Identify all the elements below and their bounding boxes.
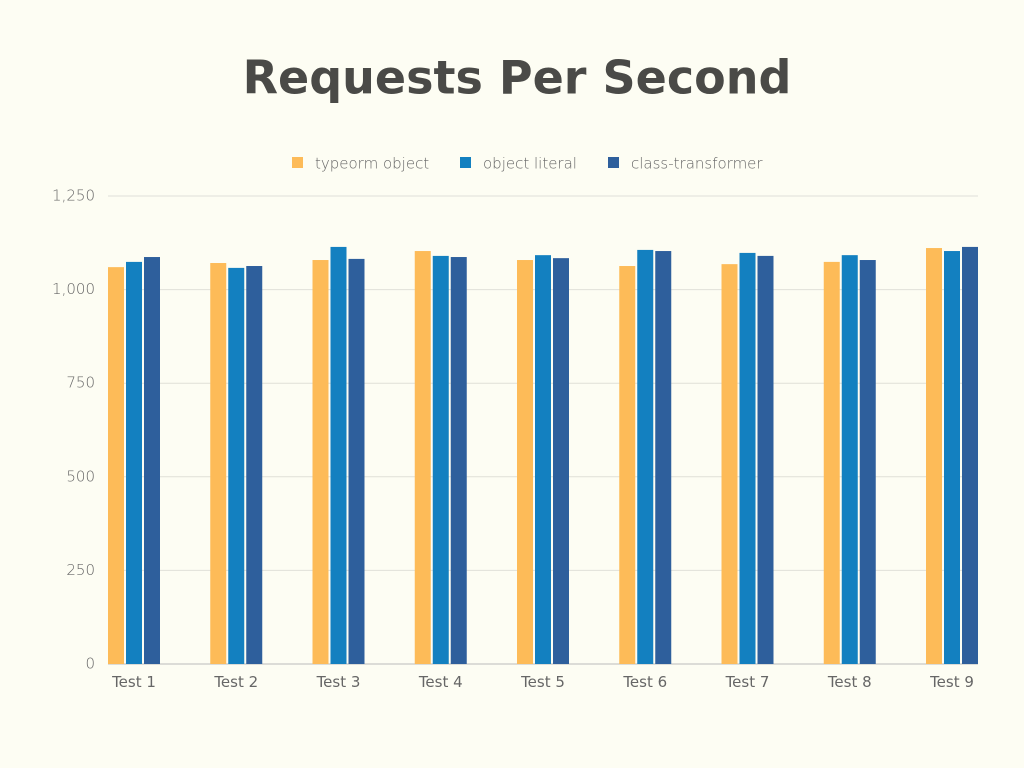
y-tick-label: 750 bbox=[66, 374, 95, 392]
chart-title: Requests Per Second bbox=[243, 51, 792, 105]
bar bbox=[859, 260, 876, 664]
bar bbox=[330, 246, 347, 664]
bar bbox=[823, 261, 840, 664]
bar bbox=[517, 260, 533, 664]
bar bbox=[926, 248, 942, 664]
x-tick-label: Test 4 bbox=[418, 673, 463, 691]
legend-label: object literal bbox=[483, 155, 577, 173]
legend-label: class-transformer bbox=[631, 155, 763, 173]
bar bbox=[210, 263, 227, 664]
bar bbox=[312, 260, 329, 664]
x-tick-label: Test 3 bbox=[316, 673, 361, 691]
bar bbox=[228, 267, 245, 664]
x-tick-label: Test 2 bbox=[214, 673, 259, 691]
bar bbox=[108, 267, 124, 664]
bar bbox=[348, 258, 365, 664]
y-tick-label: 0 bbox=[85, 655, 95, 673]
bar bbox=[535, 255, 551, 664]
legend-marker bbox=[608, 157, 619, 168]
x-tick-label: Test 5 bbox=[521, 673, 565, 691]
bar bbox=[414, 251, 431, 664]
bar bbox=[553, 258, 569, 664]
x-tick-label: Test 6 bbox=[623, 673, 668, 691]
bar bbox=[619, 266, 636, 664]
bar bbox=[944, 251, 960, 664]
bar bbox=[144, 257, 160, 664]
x-tick-label: Test 1 bbox=[112, 673, 156, 691]
bar bbox=[450, 257, 467, 664]
y-tick-label: 250 bbox=[66, 561, 95, 579]
legend-label: typeorm object bbox=[315, 155, 429, 173]
bar bbox=[962, 246, 978, 664]
x-tick-label: Test 9 bbox=[930, 673, 974, 691]
bar bbox=[757, 255, 774, 665]
bar bbox=[432, 255, 449, 665]
y-tick-label: 1,000 bbox=[52, 280, 95, 298]
bar bbox=[246, 266, 263, 664]
legend-marker bbox=[292, 157, 303, 168]
bar bbox=[841, 255, 858, 664]
bar bbox=[126, 261, 142, 664]
bar bbox=[637, 249, 654, 664]
bar bbox=[655, 251, 672, 664]
x-tick-label: Test 8 bbox=[827, 673, 872, 691]
x-tick-label: Test 7 bbox=[725, 673, 770, 691]
bar bbox=[739, 252, 756, 664]
y-tick-label: 1,250 bbox=[52, 187, 95, 205]
y-tick-label: 500 bbox=[66, 467, 95, 485]
legend-marker bbox=[460, 157, 471, 168]
bar bbox=[721, 264, 738, 664]
